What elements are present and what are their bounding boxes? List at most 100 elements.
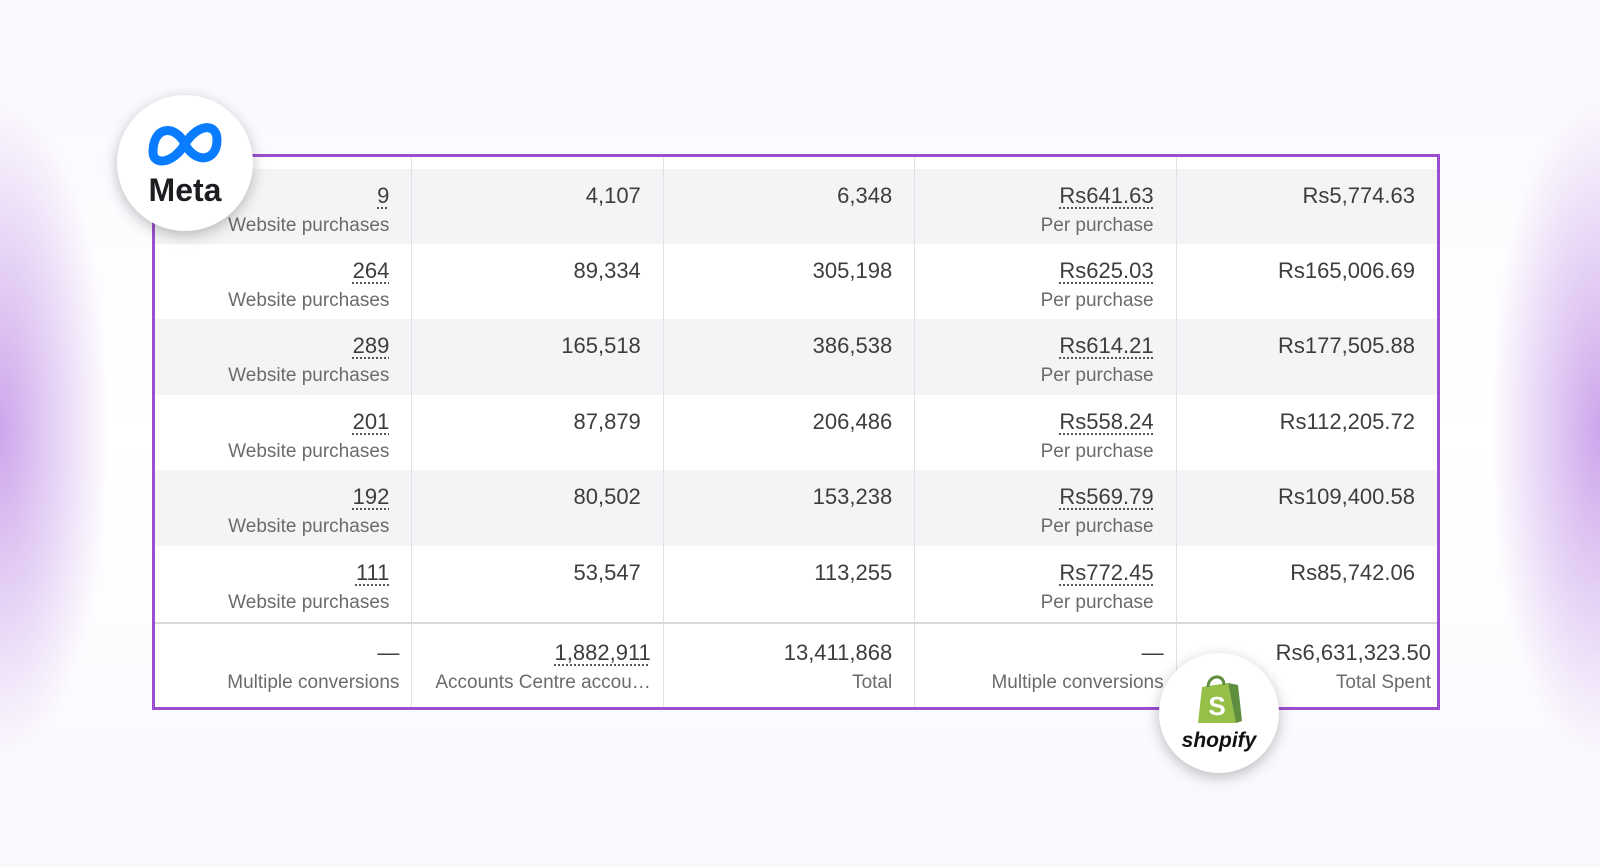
reach-cell: 4,107 <box>412 169 664 244</box>
impressions-value: 113,255 <box>814 560 893 585</box>
impressions-total-cell: 13,411,868 Total <box>664 624 916 707</box>
impressions-cell: 305,198 <box>664 244 916 319</box>
cost-per-result-cell: Rs569.79 Per purchase <box>915 470 1177 546</box>
results-value[interactable]: 9 <box>377 183 390 208</box>
shopify-logo-text: shopify <box>1181 729 1257 752</box>
results-label: Website purchases <box>228 365 390 386</box>
reach-value: 89,334 <box>573 258 641 283</box>
results-cell: 289 Website purchases <box>155 319 413 395</box>
amount-spent-cell: Rs177,505.88 <box>1177 319 1437 395</box>
results-cell: 111 Website purchases <box>155 546 413 622</box>
table-row[interactable]: 9 Website purchases 4,107 6,348 Rs641.63 P… <box>155 169 1437 244</box>
amount-spent-value: Rs165,006.69 <box>1277 258 1415 283</box>
results-cell: 9 Website purchases <box>155 169 413 244</box>
cost-per-result-cell: Rs772.45 Per purchase <box>915 546 1177 622</box>
cost-per-result-cell: Rs614.21 Per purchase <box>915 319 1177 395</box>
impressions-cell: 386,538 <box>664 319 916 395</box>
results-label: Website purchases <box>228 215 390 236</box>
cost-per-result-value[interactable]: Rs569.79 <box>1059 484 1154 509</box>
results-value[interactable]: 111 <box>355 560 390 585</box>
results-total-value: — <box>377 640 400 665</box>
results-cell: 264 Website purchases <box>155 244 413 319</box>
cost-per-result-value[interactable]: Rs641.63 <box>1059 183 1154 208</box>
cost-total-cell: — Multiple conversions <box>915 624 1177 707</box>
svg-text:S: S <box>1208 691 1225 721</box>
cost-per-result-cell: Rs641.63 Per purchase <box>915 169 1177 244</box>
reach-value: 4,107 <box>585 183 641 208</box>
amount-spent-cell: Rs165,006.69 <box>1177 244 1437 319</box>
amount-spent-value: Rs112,205.72 <box>1279 409 1415 434</box>
table-row[interactable]: 201 Website purchases 87,879 206,486 Rs55… <box>155 395 1437 470</box>
amount-spent-cell: Rs85,742.06 <box>1177 546 1437 622</box>
reach-cell: 53,547 <box>412 546 664 622</box>
results-value[interactable]: 289 <box>352 333 390 358</box>
reach-cell: 80,502 <box>412 470 664 546</box>
reach-total-value[interactable]: 1,882,911 <box>554 640 651 665</box>
results-value[interactable]: 201 <box>352 409 390 434</box>
impressions-total-value: 13,411,868 <box>783 640 893 665</box>
cost-per-result-value[interactable]: Rs614.21 <box>1059 333 1154 358</box>
impressions-value: 305,198 <box>812 258 893 283</box>
table-row[interactable]: 192 Website purchases 80,502 153,238 Rs56… <box>155 470 1437 546</box>
results-cell: 192 Website purchases <box>155 470 413 546</box>
cost-per-result-cell: Rs558.24 Per purchase <box>915 395 1177 470</box>
amount-spent-value: Rs109,400.58 <box>1277 484 1415 509</box>
results-label: Website purchases <box>228 441 390 462</box>
shopify-logo-badge: S shopify <box>1159 653 1279 773</box>
amount-spent-value: Rs5,774.63 <box>1302 183 1415 208</box>
reach-value: 165,518 <box>561 333 641 358</box>
cost-per-result-label: Per purchase <box>1040 365 1154 386</box>
results-label: Website purchases <box>228 592 390 613</box>
reach-cell: 165,518 <box>412 319 664 395</box>
spent-total-cell: Rs6,631,323.50 Total Spent <box>1177 624 1437 707</box>
amount-spent-value: Rs85,742.06 <box>1290 560 1415 585</box>
reach-cell: 87,879 <box>412 395 664 470</box>
results-label: Website purchases <box>228 516 390 537</box>
impressions-value: 386,538 <box>812 333 893 358</box>
results-cell: 201 Website purchases <box>155 395 413 470</box>
reach-cell: 89,334 <box>412 244 664 319</box>
meta-logo-badge: Meta <box>117 95 253 231</box>
reach-value: 87,879 <box>573 409 641 434</box>
reach-value: 53,547 <box>573 560 641 585</box>
reach-total-cell: 1,882,911 Accounts Centre accou… <box>412 624 664 707</box>
table-row[interactable]: 264 Website purchases 89,334 305,198 Rs62… <box>155 244 1437 319</box>
results-total-label: Multiple conversions <box>227 672 400 693</box>
meta-infinity-icon <box>148 122 222 165</box>
cost-per-result-label: Per purchase <box>1040 441 1154 462</box>
impressions-value: 206,486 <box>812 409 893 434</box>
cost-total-label: Multiple conversions <box>991 672 1164 693</box>
cost-per-result-value[interactable]: Rs772.45 <box>1059 560 1154 585</box>
cost-total-value: — <box>1141 640 1164 665</box>
cost-per-result-label: Per purchase <box>1040 516 1154 537</box>
reach-total-label: Accounts Centre accou… <box>435 672 651 693</box>
results-total-cell: — Multiple conversions <box>155 624 413 707</box>
cost-per-result-label: Per purchase <box>1040 290 1154 311</box>
table-row[interactable]: 111 Website purchases 53,547 113,255 Rs77… <box>155 546 1437 622</box>
spent-total-value: Rs6,631,323.50 <box>1275 640 1431 665</box>
amount-spent-cell: Rs109,400.58 <box>1177 470 1437 546</box>
ads-results-table: 9 Website purchases 4,107 6,348 Rs641.63 P… <box>152 154 1440 710</box>
impressions-cell: 153,238 <box>664 470 916 546</box>
results-value[interactable]: 264 <box>352 258 390 283</box>
cost-per-result-label: Per purchase <box>1040 592 1154 613</box>
cost-per-result-value[interactable]: Rs558.24 <box>1059 409 1154 434</box>
shopify-bag-icon: S <box>1198 675 1242 723</box>
cost-per-result-label: Per purchase <box>1040 215 1154 236</box>
cost-per-result-cell: Rs625.03 Per purchase <box>915 244 1177 319</box>
reach-value: 80,502 <box>573 484 641 509</box>
meta-logo-text: Meta <box>148 171 222 208</box>
impressions-cell: 113,255 <box>664 546 916 622</box>
impressions-cell: 6,348 <box>664 169 916 244</box>
spent-total-label: Total Spent <box>1335 672 1431 693</box>
amount-spent-cell: Rs5,774.63 <box>1177 169 1437 244</box>
table-row[interactable]: 289 Website purchases 165,518 386,538 Rs6… <box>155 319 1437 395</box>
impressions-total-label: Total <box>852 672 893 693</box>
results-label: Website purchases <box>228 290 390 311</box>
amount-spent-value: Rs177,505.88 <box>1277 333 1415 358</box>
cost-per-result-value[interactable]: Rs625.03 <box>1059 258 1154 283</box>
results-value[interactable]: 192 <box>352 484 390 509</box>
impressions-cell: 206,486 <box>664 395 916 470</box>
amount-spent-cell: Rs112,205.72 <box>1177 395 1437 470</box>
table-top-edge <box>155 157 1437 169</box>
